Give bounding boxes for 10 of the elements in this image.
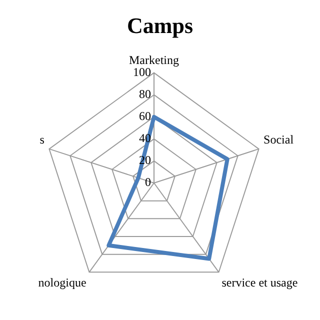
y-tick-label: 60 xyxy=(139,109,151,124)
spoke-label: Marketing xyxy=(129,52,179,67)
spoke-label: s xyxy=(40,132,45,146)
y-tick-label: 100 xyxy=(133,64,151,79)
y-tick-label: 0 xyxy=(145,175,151,190)
y-tick-label: 80 xyxy=(139,86,151,101)
spoke-label: nologique xyxy=(38,276,86,290)
chart-title: Camps xyxy=(126,12,194,38)
spoke-label: service et usage xyxy=(222,276,298,290)
spoke-label: Social xyxy=(264,132,294,146)
